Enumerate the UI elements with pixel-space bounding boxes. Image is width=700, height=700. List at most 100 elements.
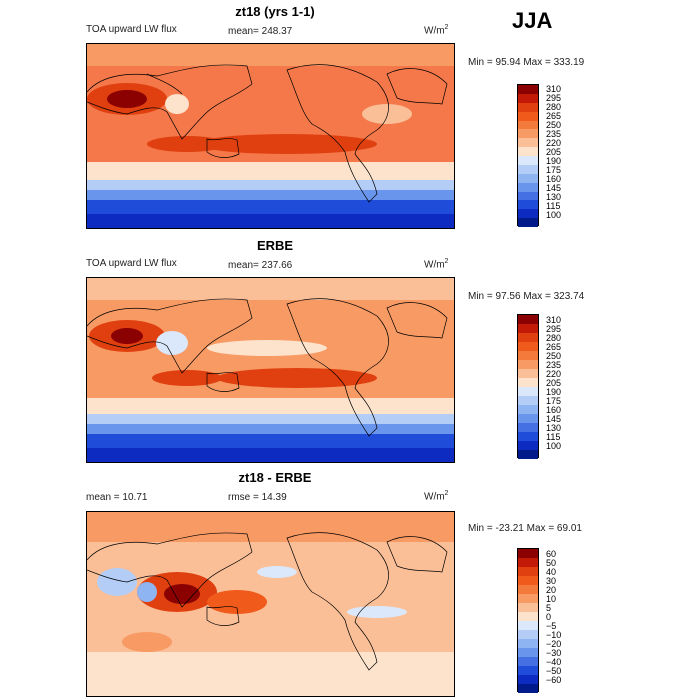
colorbar-segment bbox=[518, 549, 538, 558]
colorbar-segment bbox=[518, 129, 538, 139]
colorbar-tick-label: 295 bbox=[546, 93, 562, 103]
colorbar-tick-label: 10 bbox=[546, 594, 557, 604]
colorbar-segment bbox=[518, 209, 538, 219]
panel1-minmax-label: Min = 95.94 Max = 333.19 bbox=[468, 57, 585, 68]
colorbar-segment bbox=[518, 684, 538, 693]
colorbar-tick-label: −60 bbox=[546, 675, 562, 685]
colorbar-segment bbox=[518, 675, 538, 684]
panel2-coastlines bbox=[87, 298, 448, 437]
colorbar-tick-label: 0 bbox=[546, 612, 552, 622]
panel2-minmax-label: Min = 97.56 Max = 323.74 bbox=[468, 291, 585, 302]
panel2-map-svg bbox=[87, 278, 454, 462]
panel3-colorbar bbox=[517, 548, 539, 693]
colorbar-tick-label: 175 bbox=[546, 165, 562, 175]
panel2-variable-label: TOA upward LW flux bbox=[86, 258, 177, 269]
panel2-mean-label: mean= 237.66 bbox=[228, 260, 293, 271]
colorbar-tick-label: 265 bbox=[546, 342, 562, 352]
panel3-map bbox=[86, 511, 455, 697]
panel2-units-label: W/m2 bbox=[424, 258, 449, 271]
colorbar-tick-label: 20 bbox=[546, 585, 557, 595]
colorbar-tick-label: 30 bbox=[546, 576, 557, 586]
colorbar-segment bbox=[518, 333, 538, 342]
colorbar-tick-label: 235 bbox=[546, 360, 562, 370]
colorbar-tick-label: −30 bbox=[546, 648, 562, 658]
colorbar-tick-label: 205 bbox=[546, 378, 562, 388]
panel1-title: zt18 (yrs 1-1) bbox=[235, 4, 315, 19]
panel1-map bbox=[86, 43, 455, 229]
colorbar-tick-label: 130 bbox=[546, 423, 562, 433]
panel1-variable-label: TOA upward LW flux bbox=[86, 24, 177, 35]
colorbar-tick-label: 220 bbox=[546, 138, 562, 148]
colorbar-segment bbox=[518, 360, 538, 369]
colorbar-tick-label: −10 bbox=[546, 630, 562, 640]
colorbar-segment bbox=[518, 120, 538, 130]
colorbar-segment bbox=[518, 138, 538, 148]
colorbar-tick-label: −40 bbox=[546, 657, 562, 667]
colorbar-segment bbox=[518, 378, 538, 387]
colorbar-tick-label: 100 bbox=[546, 210, 562, 220]
colorbar-segment bbox=[518, 423, 538, 432]
panel3-coastlines bbox=[87, 532, 448, 671]
colorbar-segment bbox=[518, 342, 538, 351]
colorbar-segment bbox=[518, 191, 538, 201]
colorbar-segment bbox=[518, 603, 538, 612]
colorbar-tick-label: 115 bbox=[546, 432, 561, 442]
colorbar-segment bbox=[518, 218, 538, 227]
colorbar-tick-label: 60 bbox=[546, 549, 557, 559]
colorbar-segment bbox=[518, 648, 538, 657]
colorbar-segment bbox=[518, 164, 538, 174]
colorbar-tick-label: 295 bbox=[546, 324, 562, 334]
colorbar-segment bbox=[518, 156, 538, 165]
colorbar-tick-label: 190 bbox=[546, 387, 562, 397]
colorbar-tick-label: 100 bbox=[546, 441, 562, 451]
colorbar-segment bbox=[518, 405, 538, 414]
colorbar-segment bbox=[518, 324, 538, 333]
panel1-map-svg bbox=[87, 44, 454, 228]
colorbar-tick-label: 115 bbox=[546, 201, 561, 211]
colorbar-segment bbox=[518, 441, 538, 450]
colorbar-segment bbox=[518, 315, 538, 324]
panel2-map bbox=[86, 277, 455, 463]
colorbar-tick-label: 40 bbox=[546, 567, 557, 577]
colorbar-tick-label: 310 bbox=[546, 84, 562, 94]
colorbar-segment bbox=[518, 369, 538, 378]
panel3-minmax-label: Min = -23.21 Max = 69.01 bbox=[468, 523, 582, 534]
panel1-colorbar bbox=[517, 84, 539, 227]
panel1-units-label: W/m2 bbox=[424, 24, 449, 37]
colorbar-tick-label: 280 bbox=[546, 102, 562, 112]
colorbar-tick-label: 250 bbox=[546, 351, 562, 361]
colorbar-tick-label: −20 bbox=[546, 639, 562, 649]
colorbar-tick-label: 280 bbox=[546, 333, 562, 343]
colorbar-tick-label: 310 bbox=[546, 315, 562, 325]
colorbar-segment bbox=[518, 576, 538, 585]
colorbar-tick-label: 145 bbox=[546, 183, 562, 193]
colorbar-tick-label: −5 bbox=[546, 621, 557, 631]
colorbar-segment bbox=[518, 396, 538, 405]
colorbar-tick-label: 190 bbox=[546, 156, 562, 166]
colorbar-segment bbox=[518, 567, 538, 576]
colorbar-tick-label: 175 bbox=[546, 396, 562, 406]
colorbar-segment bbox=[518, 612, 538, 621]
colorbar-segment bbox=[518, 594, 538, 603]
colorbar-tick-label: 235 bbox=[546, 129, 562, 139]
colorbar-segment bbox=[518, 666, 538, 675]
colorbar-tick-label: 130 bbox=[546, 192, 562, 202]
colorbar-segment bbox=[518, 639, 538, 648]
colorbar-tick-label: 265 bbox=[546, 111, 562, 121]
colorbar-segment bbox=[518, 387, 538, 396]
colorbar-segment bbox=[518, 450, 538, 459]
colorbar-tick-label: 250 bbox=[546, 120, 562, 130]
colorbar-tick-label: 160 bbox=[546, 174, 562, 184]
panel3-units-label: W/m2 bbox=[424, 490, 449, 503]
panel3-title: zt18 - ERBE bbox=[238, 470, 312, 485]
panel3-mean-label: mean = 10.71 bbox=[86, 492, 148, 503]
colorbar-segment bbox=[518, 147, 538, 156]
colorbar-segment bbox=[518, 657, 538, 666]
colorbar-tick-label: 5 bbox=[546, 603, 552, 613]
colorbar-segment bbox=[518, 200, 538, 210]
colorbar-segment bbox=[518, 621, 538, 630]
colorbar-segment bbox=[518, 173, 538, 183]
colorbar-segment bbox=[518, 111, 538, 121]
panel1-coastlines bbox=[87, 64, 448, 203]
panel3-map-svg bbox=[87, 512, 454, 696]
